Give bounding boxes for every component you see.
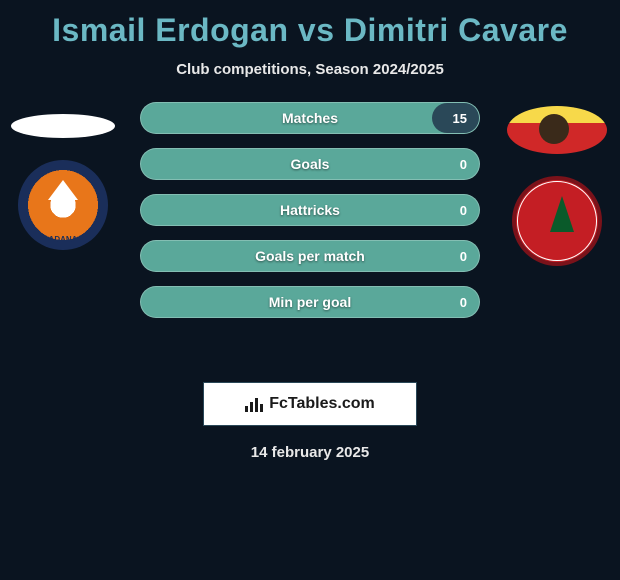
stat-label: Goals <box>291 156 330 172</box>
stat-value-right: 0 <box>460 295 467 310</box>
left-player-column <box>8 102 118 250</box>
stat-label: Min per goal <box>269 294 351 310</box>
stat-value-right: 0 <box>460 157 467 172</box>
stat-value-right: 15 <box>453 111 467 126</box>
club-badge-left <box>18 160 108 250</box>
brand-bars-icon <box>245 396 265 412</box>
stat-bar: Hattricks 0 <box>140 194 480 226</box>
page-title: Ismail Erdogan vs Dimitri Cavare <box>0 0 620 49</box>
stat-bar: Goals 0 <box>140 148 480 180</box>
stat-label: Matches <box>282 110 338 126</box>
subtitle: Club competitions, Season 2024/2025 <box>0 61 620 78</box>
brand-box: FcTables.com <box>203 382 417 426</box>
stats-column: Matches15Goals0Hattricks0Goals per match… <box>140 102 480 318</box>
right-player-column <box>502 102 612 266</box>
stat-label: Hattricks <box>280 202 340 218</box>
player-photo-left <box>11 114 115 138</box>
comparison-area: Matches15Goals0Hattricks0Goals per match… <box>0 102 620 362</box>
stat-bar: Min per goal 0 <box>140 286 480 318</box>
date-line: 14 february 2025 <box>0 444 620 461</box>
stat-label: Goals per match <box>255 248 365 264</box>
club-badge-right <box>512 176 602 266</box>
stat-bar: Matches 15 <box>140 102 480 134</box>
player-photo-right <box>507 106 607 154</box>
stat-value-right: 0 <box>460 203 467 218</box>
brand-text: FcTables.com <box>269 395 375 413</box>
stat-value-right: 0 <box>460 249 467 264</box>
stat-bar: Goals per match 0 <box>140 240 480 272</box>
